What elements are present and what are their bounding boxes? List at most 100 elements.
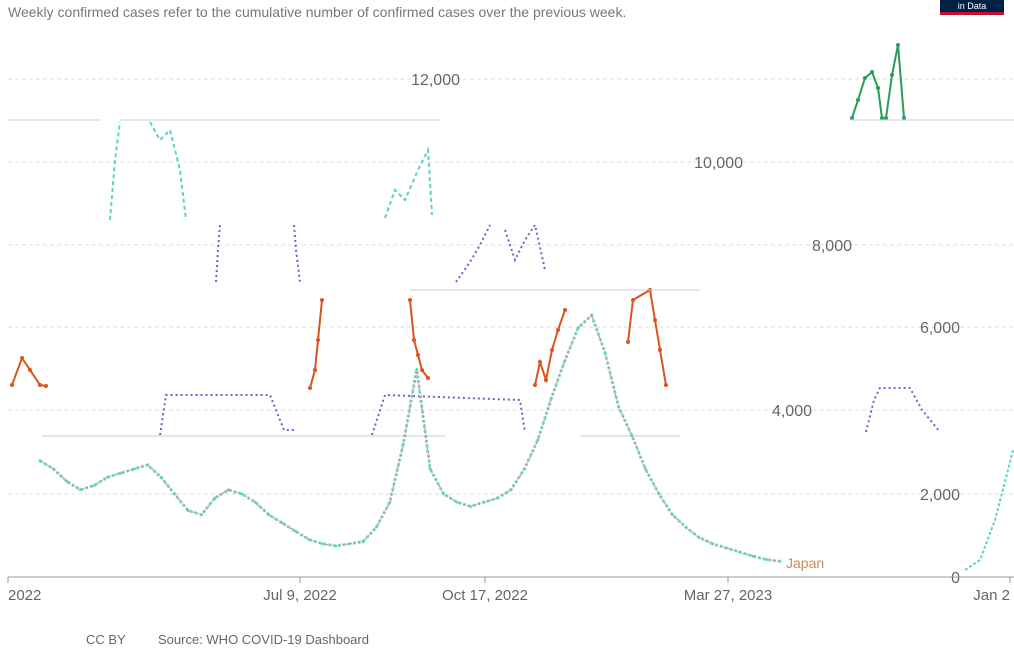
series-fragment-point (44, 384, 48, 388)
series-japan-point (321, 542, 324, 546)
series-japan-point (711, 542, 715, 546)
series-fragment-point (550, 348, 554, 352)
series-label-japan: Japan (786, 555, 824, 571)
y-tick-label: 2,000 (920, 487, 960, 504)
y-tick-label: 12,000 (411, 72, 460, 89)
series-fragment-point (563, 308, 567, 312)
series-fragment-point (664, 383, 668, 387)
series-fragment (534, 309, 566, 386)
series-fragment-point (313, 368, 317, 372)
series-japan-point (657, 492, 661, 496)
x-tick-label: Jul 9, 2022 (263, 587, 336, 604)
series-japan-point (549, 396, 553, 400)
series-fragment-point (626, 340, 630, 344)
series-japan-point (119, 471, 123, 475)
series-japan-point (401, 442, 405, 446)
series-fragment-point (538, 360, 542, 364)
series-fragment-point (870, 70, 874, 74)
series-japan-point (536, 438, 540, 442)
series-japan-point (92, 484, 96, 488)
series-fragment-point (856, 98, 860, 102)
series-japan-point (482, 500, 486, 504)
series-fragment-point (308, 386, 312, 390)
series-japan-point (307, 538, 311, 542)
series-japan-point (496, 496, 499, 500)
series-fragment (293, 224, 301, 283)
series-japan-point (644, 467, 647, 471)
series-japan-point (697, 536, 701, 539)
series-japan-point (294, 529, 298, 533)
series-japan-point (617, 405, 620, 409)
series-japan-point (361, 540, 365, 544)
series-japan-point (253, 500, 257, 504)
series-fragment-point (28, 368, 32, 372)
series-japan-point (280, 521, 284, 525)
y-tick-label: 4,000 (772, 403, 812, 420)
series-japan-point (159, 475, 163, 479)
series-fragment-point (408, 298, 412, 302)
series-japan-point (670, 513, 674, 517)
series-japan-point (388, 500, 392, 504)
series-japan-point (576, 326, 580, 330)
series-fragment-point (902, 116, 906, 120)
series-japan-point (132, 467, 136, 471)
series-fragment-point (320, 298, 324, 302)
series-japan-point (240, 492, 244, 496)
series-fragment-point (896, 43, 900, 47)
series-fragment-point (420, 368, 424, 372)
x-axis-ticks: 2022 Jul 9, 2022 Oct 17, 2022 Mar 27, 2023 J… (7, 576, 1014, 604)
series-japan-point (765, 558, 768, 561)
series-japan-point (348, 542, 351, 546)
series-fragment-point (416, 353, 420, 357)
series-japan-point (509, 488, 513, 492)
line-chart: Japan 02,0004,0006,0008,00010,00012,000 … (7, 43, 1014, 604)
series-fragment-point (544, 378, 548, 382)
series-japan-point (146, 463, 150, 467)
series-fragment (851, 70, 883, 119)
series-japan-point (522, 467, 526, 471)
series-fragment-point (38, 383, 42, 387)
y-tick-label: 8,000 (812, 238, 852, 255)
series-japan-line (39, 314, 781, 562)
y-axis-ticks: 0 2,000 4,000 6,000 8,000 10,000 12,000 (411, 72, 960, 587)
y-tick-label: 0 (951, 570, 960, 587)
series-japan-point (226, 488, 230, 492)
series-fragment (11, 355, 47, 387)
series-fragment-point (850, 116, 854, 120)
series-fragment-point (426, 376, 430, 380)
owid-logo[interactable]: in Data (940, 0, 1004, 15)
series-fragment (865, 387, 941, 433)
series-japan-point (200, 513, 203, 517)
series-fragment-point (653, 318, 657, 322)
series-fragment (627, 288, 667, 386)
series-japan-point (374, 525, 378, 529)
series-japan-point (738, 550, 742, 554)
series-fragment-point (890, 73, 894, 77)
series-japan-point (428, 467, 432, 471)
grid-layer (8, 78, 1014, 578)
series-japan-point (455, 500, 459, 504)
series-japan-point (186, 509, 190, 512)
series-fragment-point (876, 86, 880, 90)
series-fragments (8, 43, 1014, 571)
series-japan-point (751, 554, 755, 558)
series-japan-point (630, 434, 634, 438)
series-japan-point (267, 513, 271, 517)
source-text: Source: WHO COVID-19 Dashboard (158, 632, 369, 647)
license-link[interactable]: CC BY (86, 632, 126, 647)
series-fragment (384, 146, 433, 219)
series-japan[interactable]: Japan (38, 312, 825, 571)
series-japan-point (38, 459, 42, 463)
series-japan-point (563, 359, 567, 363)
series-japan-point (52, 467, 55, 471)
series-fragment-point (658, 348, 662, 352)
series-fragment (215, 224, 221, 283)
series-japan-point (724, 546, 728, 550)
series-fragment-point (880, 116, 884, 120)
x-tick-label: Oct 17, 2022 (442, 587, 528, 604)
series-fragment (964, 449, 1014, 571)
series-fragment (885, 44, 905, 119)
footer: CC BY Source: WHO COVID-19 Dashboard (0, 632, 1014, 651)
series-fragment-point (10, 383, 14, 387)
series-fragment (504, 222, 546, 271)
